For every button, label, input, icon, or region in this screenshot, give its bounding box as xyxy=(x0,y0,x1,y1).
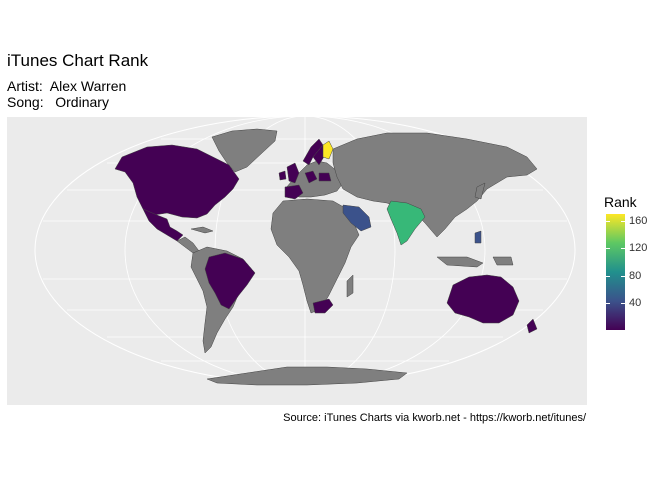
legend-title: Rank xyxy=(604,194,637,210)
country-south-africa xyxy=(312,298,334,314)
country-mexico xyxy=(142,208,184,242)
country-antarctica xyxy=(206,366,408,386)
subtitle-song: Song: Ordinary xyxy=(7,94,109,110)
map-panel xyxy=(7,117,587,405)
chart-caption: Source: iTunes Charts via kworb.net - ht… xyxy=(283,412,586,424)
chart-title: iTunes Chart Rank xyxy=(7,51,149,70)
country-poland xyxy=(318,172,332,182)
legend-tick-label: 80 xyxy=(629,269,642,282)
legend-tick-label: 160 xyxy=(629,214,648,227)
chart-subtitle: Artist: Alex Warren Song: Ordinary xyxy=(7,78,126,110)
country-central-america xyxy=(176,236,200,254)
subtitle-artist: Artist: Alex Warren xyxy=(7,78,127,94)
country-russia-asia xyxy=(332,132,538,238)
country-new-zealand xyxy=(526,318,538,334)
country-spain xyxy=(284,184,304,200)
legend-gradient xyxy=(606,214,625,330)
country-australia xyxy=(446,274,520,324)
country-uk xyxy=(286,162,300,184)
country-ireland xyxy=(278,170,287,181)
country-madagascar xyxy=(346,274,354,298)
country-philippines xyxy=(474,230,482,244)
country-india xyxy=(386,200,426,246)
country-japan xyxy=(474,182,486,200)
country-papua xyxy=(492,256,514,266)
legend-tick-label: 120 xyxy=(629,242,648,255)
country-indonesia xyxy=(436,256,484,268)
world-map xyxy=(34,117,576,386)
country-saudi-arabia xyxy=(342,204,372,232)
country-brazil xyxy=(204,252,256,310)
country-germany xyxy=(304,170,318,184)
legend-colorbar: 40 80 120 160 xyxy=(604,214,664,330)
country-finland xyxy=(322,140,334,160)
country-greenland xyxy=(211,128,278,173)
legend: Rank 40 80 120 160 xyxy=(604,194,664,330)
country-north-america xyxy=(114,144,240,219)
country-caribbean xyxy=(190,226,214,234)
legend-tick-label: 40 xyxy=(629,297,642,310)
